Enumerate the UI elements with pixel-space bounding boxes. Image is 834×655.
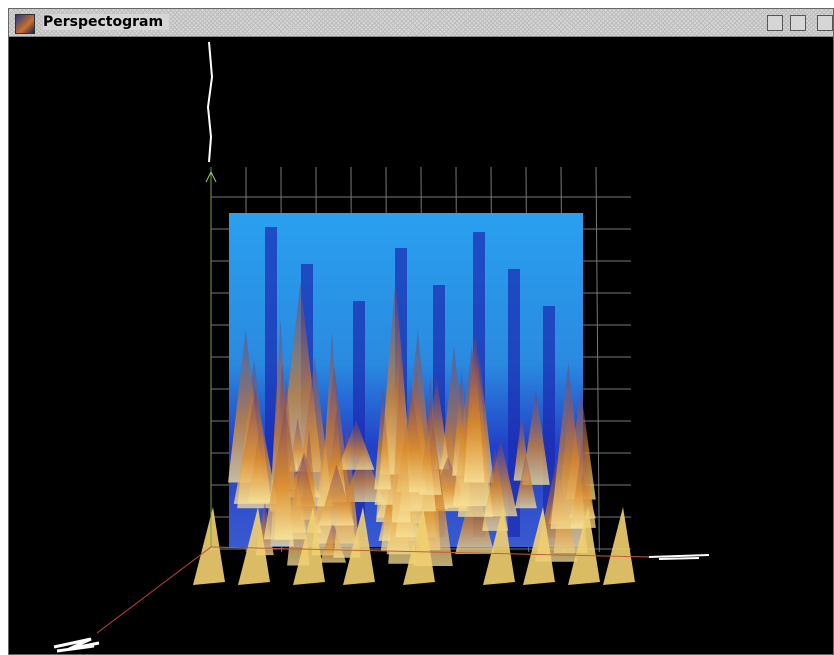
maximize-button[interactable] — [790, 15, 806, 31]
z-axis-label — [54, 639, 99, 651]
iconify-button[interactable] — [767, 15, 783, 31]
internal-frame: Perspectogram — [8, 8, 834, 655]
frame-title: Perspectogram — [43, 14, 169, 30]
z-axis — [97, 547, 211, 633]
front-peak — [193, 507, 225, 585]
front-peak — [603, 507, 635, 585]
x-axis-label — [649, 555, 709, 559]
3d-view — [9, 37, 833, 654]
grid-line — [596, 167, 599, 552]
close-button[interactable] — [817, 15, 833, 31]
title-bar: Perspectogram — [9, 9, 833, 37]
y-axis-label — [208, 42, 212, 162]
frame-icon — [15, 14, 35, 34]
